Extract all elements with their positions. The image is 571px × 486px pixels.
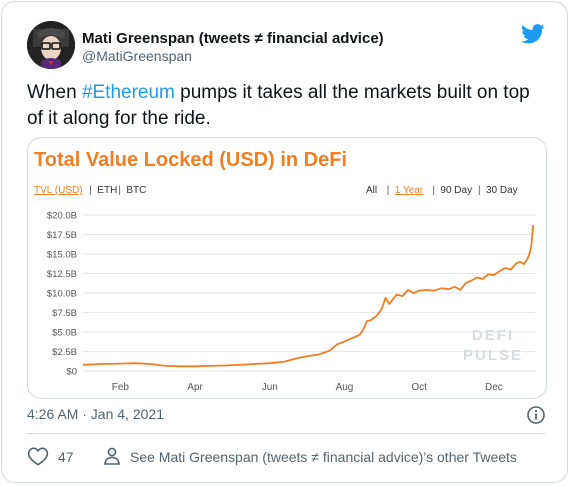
chart-y-tick-label: $12.5B — [47, 269, 77, 280]
chart-y-tick-label: $10.0B — [47, 289, 77, 300]
chart-watermark-line-2: PULSE — [463, 347, 523, 364]
hashtag-link[interactable]: #Ethereum — [81, 82, 175, 103]
chart-x-tick-label: Oct — [411, 382, 427, 393]
person-icon — [104, 447, 120, 465]
chart-y-tick-label: $0 — [66, 367, 77, 378]
twitter-bird-icon[interactable] — [521, 24, 545, 49]
chart-tab-tvl-usd-[interactable]: TVL (USD) — [34, 185, 83, 196]
chart-y-tick-label: $5.0B — [52, 328, 77, 339]
chart-range-90-day[interactable]: 90 Day — [440, 185, 472, 196]
chart-range-30-day[interactable]: 30 Day — [486, 185, 518, 196]
avatar[interactable] — [27, 21, 75, 69]
timestamp[interactable]: 4:26 AM · Jan 4, 2021 — [27, 406, 164, 422]
divider — [27, 433, 545, 434]
chart-tab-btc[interactable]: BTC — [126, 185, 146, 196]
heart-icon — [27, 447, 49, 466]
chart-x-tick-label: Jun — [262, 382, 278, 393]
chart-range-1-year[interactable]: 1 Year — [395, 185, 424, 196]
chart-tab-separator: | — [89, 185, 92, 196]
chart-y-tick-label: $20.0B — [47, 211, 77, 222]
chart-tab-eth[interactable]: ETH — [97, 185, 117, 196]
like-count: 47 — [58, 449, 74, 465]
chart-y-tick-label: $17.5B — [47, 230, 77, 241]
chart-tab-separator: | — [118, 185, 121, 196]
tweet-media[interactable]: Total Value Locked (USD) in DeFi TVL (USD… — [27, 137, 547, 399]
info-icon[interactable] — [526, 405, 546, 430]
chart-y-tick-label: $2.5B — [52, 347, 77, 358]
tweet-text-after: pumps it takes all the markets built on … — [27, 82, 530, 129]
chart-x-tick-label: Apr — [187, 382, 203, 393]
chart-series-line — [82, 225, 534, 368]
chart-y-tick-label: $7.5B — [52, 308, 77, 319]
author-name[interactable]: Mati Greenspan (tweets ≠ financial advic… — [82, 30, 384, 47]
defi-chart: Total Value Locked (USD) in DeFi TVL (USD… — [34, 149, 535, 393]
chart-range-all[interactable]: All — [366, 185, 377, 196]
author-handle[interactable]: @MatiGreenspan — [82, 48, 192, 64]
tweet-text: When #Ethereum pumps it takes all the ma… — [27, 80, 547, 132]
chart-x-tick-label: Aug — [336, 382, 354, 393]
tweet-text-before: When — [27, 82, 82, 103]
chart-title: Total Value Locked (USD) in DeFi — [34, 149, 347, 171]
chart-x-tick-label: Dec — [485, 382, 503, 393]
tweet-actions: 47 See Mati Greenspan (tweets ≠ financia… — [27, 446, 547, 468]
chart-y-tick-label: $15.0B — [47, 250, 77, 261]
chart-x-tick-label: Feb — [112, 382, 130, 393]
like-button[interactable] — [27, 446, 49, 466]
chart-watermark-line-1: DEFI — [472, 327, 514, 344]
chart-range-separator: | — [478, 185, 481, 196]
other-tweets-label: See Mati Greenspan (tweets ≠ financial a… — [130, 449, 517, 465]
chart-range-separator: | — [432, 185, 435, 196]
chart-range-separator: | — [387, 185, 390, 196]
